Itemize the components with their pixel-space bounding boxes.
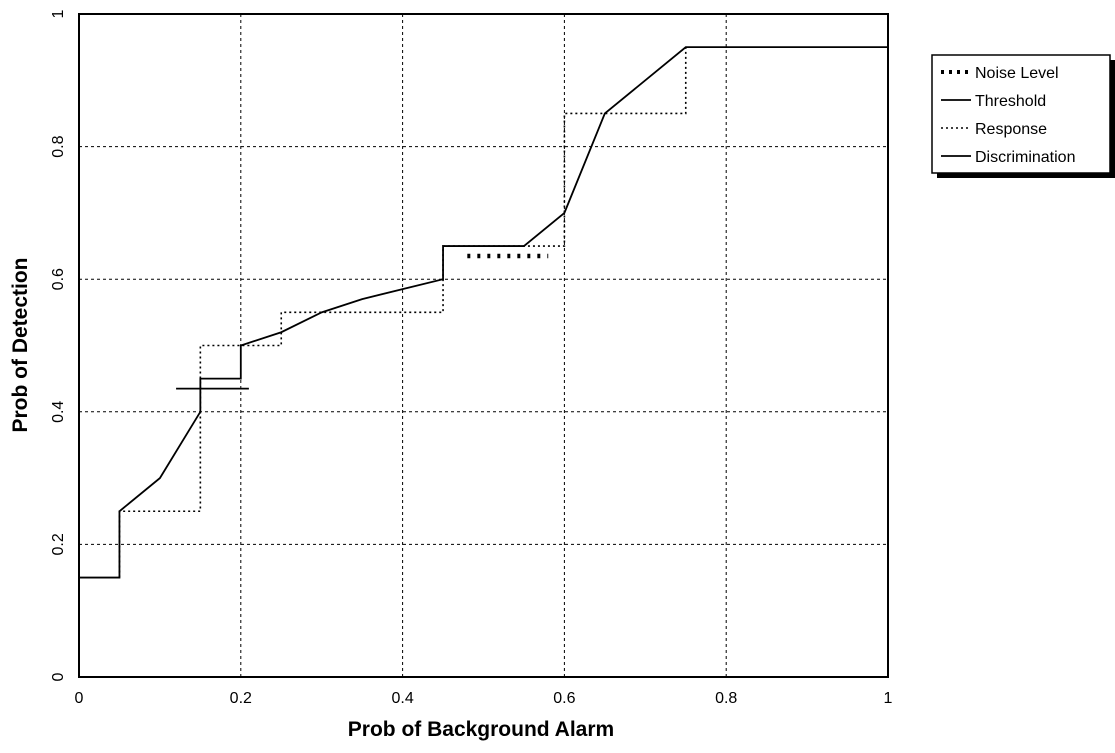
gridlines: [79, 14, 888, 677]
series-threshold: [79, 46, 888, 579]
y-tick-label: 0.6: [50, 268, 67, 290]
x-axis-title: Prob of Background Alarm: [348, 718, 614, 741]
y-axis-title: Prob of Detection: [9, 257, 32, 432]
plot-area-frame: [78, 13, 889, 678]
legend: Noise Level Threshold Response Discriminati…: [931, 54, 1115, 178]
x-tick-labels: 0 0.2 0.4 0.6 0.8 1: [75, 690, 893, 707]
legend-label: Noise Level: [975, 65, 1059, 82]
y-tick-label: 1: [50, 9, 67, 18]
y-tick-label: 0: [50, 672, 67, 681]
x-tick-label: 0: [75, 690, 84, 707]
x-tick-label: 0.4: [391, 690, 413, 707]
legend-label: Response: [975, 121, 1047, 138]
x-tick-label: 0.6: [553, 690, 575, 707]
x-tick-label: 0.8: [715, 690, 737, 707]
x-tick-label: 1: [884, 690, 893, 707]
legend-box: [931, 54, 1111, 174]
legend-label: Threshold: [975, 93, 1046, 110]
y-tick-labels: 0 0.2 0.4 0.6 0.8 1: [50, 9, 67, 681]
y-tick-label: 0.2: [50, 533, 67, 555]
x-tick-label: 0.2: [230, 690, 252, 707]
legend-label: Discrimination: [975, 149, 1075, 166]
y-tick-label: 0.8: [50, 135, 67, 157]
series-layer: [79, 46, 888, 579]
y-tick-label: 0.4: [50, 401, 67, 423]
